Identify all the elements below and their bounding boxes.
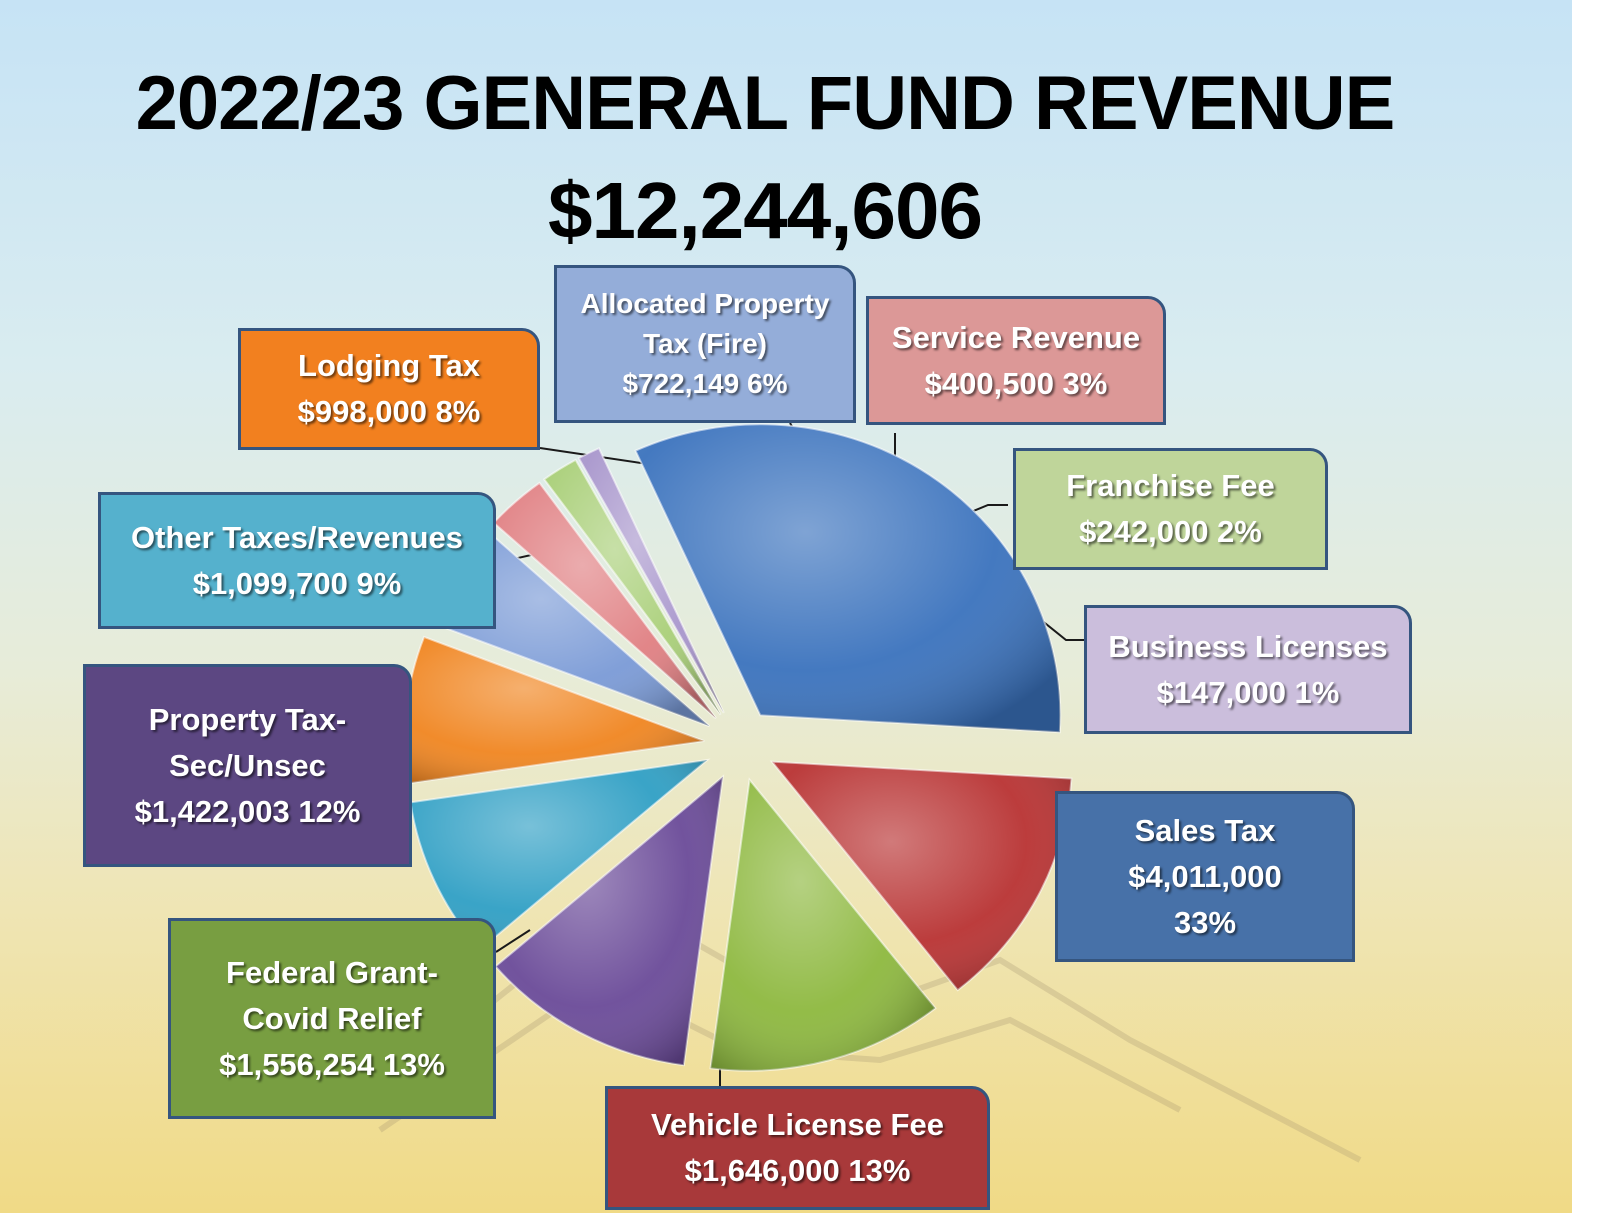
callout-franchise-fee: Franchise Fee $242,000 2% [1013,448,1328,570]
callout-label-2: Sec/Unsec [169,747,326,783]
chart-total: $12,244,606 [548,166,983,255]
callout-value: $1,099,700 9% [192,565,402,601]
callout-vehicle-license-fee: Vehicle License Fee $1,646,000 13% [605,1086,990,1210]
pie-chart [378,422,1362,1163]
leader-line-federal [495,929,531,953]
callout-value: $722,149 6% [622,368,788,399]
callout-label: Franchise Fee [1066,468,1275,503]
callout-percent: 33% [1173,904,1237,940]
callout-value: $4,011,000 [1128,858,1282,894]
pie-slices [403,423,1073,1072]
callout-federal-grant: Federal Grant- Covid Relief $1,556,254 1… [168,918,496,1119]
callout-lodging-tax: Lodging Tax $998,000 8% [238,328,540,450]
callout-business-licenses: Business Licenses $147,000 1% [1084,605,1412,734]
callout-service-revenue: Service Revenue $400,500 3% [866,296,1166,425]
callout-label-2: Tax (Fire) [643,328,767,359]
slide-background: 2022/23 GENERAL FUND REVENUE $12,244,606… [0,0,1572,1213]
chart-title: 2022/23 GENERAL FUND REVENUE [135,61,1396,146]
callout-value: $1,646,000 13% [684,1153,911,1188]
pie-slice-franchise-fee [542,458,722,716]
pie-slice-business-licenses [577,446,725,714]
callout-property-tax: Property Tax- Sec/Unsec $1,422,003 12% [83,664,412,867]
callout-label: Lodging Tax [298,348,480,383]
pie-slice-sales-tax [634,423,1062,734]
callout-allocated-property-tax: Allocated Property Tax (Fire) $722,149 6… [554,265,856,423]
callout-value: $998,000 8% [297,394,481,429]
callout-value: $242,000 2% [1079,514,1262,549]
callout-label: Service Revenue [891,319,1141,355]
pie-slice-federal-grant-covid-relief [709,777,937,1072]
callout-value: $147,000 1% [1156,674,1340,710]
callout-label-2: Covid Relief [242,1000,422,1036]
callout-label: Vehicle License Fee [651,1107,944,1142]
callout-label: Federal Grant- [226,954,438,990]
callout-value: $1,422,003 12% [134,793,361,829]
callout-label: Other Taxes/Revenues [131,519,463,555]
callout-value: $1,556,254 13% [219,1046,445,1082]
callout-sales-tax: Sales Tax $4,011,000 33% [1055,791,1355,962]
callout-label: Property Tax- [148,701,347,737]
callout-value: $400,500 3% [924,365,1108,401]
pie-slice-property-tax-sec-unsec [494,774,725,1067]
pie-slice-vehicle-license-fee [769,760,1073,992]
callout-label: Allocated Property [580,288,830,319]
slide-margin [1572,0,1617,1213]
callout-label: Sales Tax [1134,812,1276,848]
callout-other-taxes: Other Taxes/Revenues $1,099,700 9% [98,492,496,629]
callout-label: Business Licenses [1108,628,1388,664]
